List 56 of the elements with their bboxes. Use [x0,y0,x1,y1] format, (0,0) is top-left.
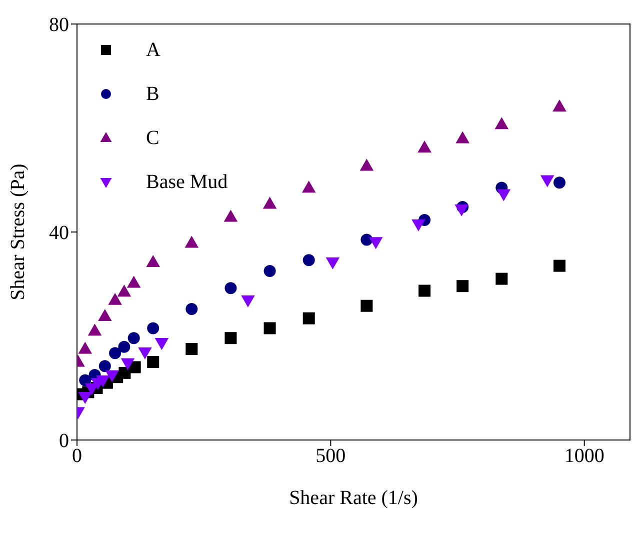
point [118,340,130,353]
point [224,332,237,344]
point [105,370,119,382]
point [224,210,238,222]
point [456,280,469,292]
point [326,257,340,270]
point [264,322,276,334]
point [241,295,255,308]
point [120,358,135,370]
point [302,312,315,324]
point [109,347,122,360]
point [96,375,110,388]
point [128,332,140,344]
point [553,176,566,189]
point [552,99,566,112]
point [360,300,373,312]
y-tick-label: 0 [59,430,69,452]
y-tick-label: 80 [49,14,69,36]
point [186,302,198,315]
x-tick-label: 500 [316,445,346,468]
point [128,361,141,374]
y-axis-title: Shear Stress (Pa) [7,164,29,300]
legend-label: C [146,126,160,150]
point [88,324,102,336]
y-tick-label: 40 [49,222,69,244]
point [146,254,160,267]
point [186,343,198,355]
point [264,265,276,277]
x-axis-title: Shear Rate (1/s) [289,487,418,509]
legend-label: Base Mud [146,170,228,194]
point [98,309,112,322]
point [98,360,111,372]
point [262,196,277,209]
point [496,272,508,285]
point [147,356,160,368]
legend-label: A [146,38,160,62]
point [224,282,237,294]
point [418,284,431,297]
point [184,236,199,248]
point [78,342,92,354]
point [138,347,152,360]
point [456,131,470,144]
point [302,180,316,193]
legend-label: B [146,82,160,106]
point [108,292,122,305]
point [154,338,169,350]
point [302,254,315,266]
point [117,284,132,297]
point [126,276,141,288]
point [418,140,432,153]
x-tick-label: 1000 [564,445,604,468]
point [494,117,509,130]
point [147,322,160,334]
point [360,158,374,171]
point [553,260,566,272]
point [78,392,92,404]
